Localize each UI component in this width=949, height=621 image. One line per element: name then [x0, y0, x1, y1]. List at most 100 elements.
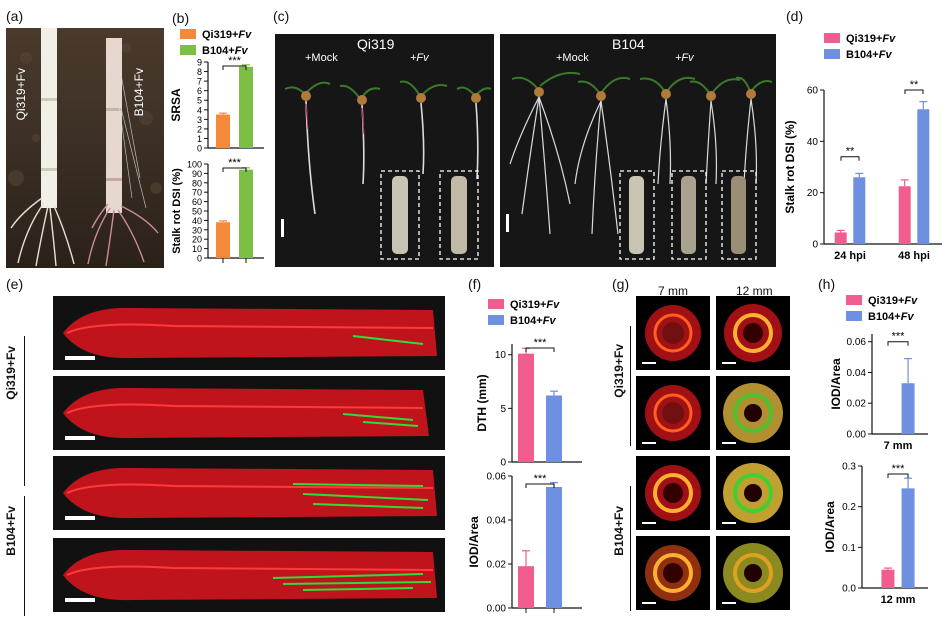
significance-bracket	[904, 89, 924, 94]
y-tick-label: 0.2	[842, 502, 856, 513]
x-tick-label: 7 mm	[884, 440, 913, 452]
panel-label-g: (g)	[612, 276, 630, 292]
bar	[834, 232, 847, 244]
panel-label-e: (e)	[6, 276, 24, 292]
bar	[239, 66, 253, 148]
y-tick-label: 0.06	[847, 337, 867, 348]
panel-label-c: (c)	[273, 8, 290, 24]
xsec-r3c2	[716, 456, 790, 530]
panel-label-h: (h)	[818, 276, 836, 292]
significance-label: ***	[228, 55, 242, 67]
fluor-image-4	[53, 538, 445, 612]
bar	[546, 395, 562, 462]
fv-label-qi319: +Fv	[410, 52, 429, 64]
bar	[901, 383, 915, 434]
bar	[518, 566, 534, 608]
y-tick-label: 0.02	[847, 399, 867, 410]
y-axis-label: Stalk rot DSI (%)	[783, 120, 797, 213]
group-label-b104: B104+Fv	[4, 506, 18, 556]
y-tick-label: 7	[197, 77, 202, 87]
y-tick-label: 60	[807, 86, 819, 97]
seedling-title-b104: B104	[612, 36, 645, 52]
fluor-image-3	[53, 456, 445, 530]
legend-swatch	[824, 49, 840, 59]
g-col-7mm: 7 mm	[658, 284, 688, 298]
panel-e-group-labels: Qi319+Fv B104+Fv	[4, 296, 52, 616]
y-axis-label: Stalk rot DSI (%)	[171, 168, 183, 254]
y-axis-label: SRSA	[169, 88, 183, 122]
y-tick-label: 100	[187, 160, 202, 170]
y-axis-label: IOD/Area	[829, 358, 843, 410]
chart-f-top: 0 5 10 DTH (mm) Qi319+Fv B104+Fv ***	[475, 299, 582, 467]
y-tick-label: 0	[500, 458, 506, 467]
xsec-r1c2	[716, 296, 790, 370]
y-tick-label: 0	[812, 240, 818, 251]
y-tick-label: 10	[495, 350, 507, 361]
significance-label: ***	[892, 463, 906, 475]
legend-label: B104+Fv	[846, 49, 892, 61]
legend-swatch	[180, 45, 196, 55]
g-col-12mm: 12 mm	[736, 284, 773, 298]
sample-label-left: Qi319+Fv	[14, 68, 28, 121]
seedling-photo-qi319: Qi319 +Mock +Fv	[275, 34, 494, 267]
legend-swatch	[846, 311, 862, 321]
chart-h-bottom: 0.0 0.1 0.2 0.3 IOD/Area *** 12 mm	[823, 462, 928, 606]
bar	[917, 109, 930, 244]
bar	[216, 222, 230, 258]
y-axis-label: IOD/Area	[467, 516, 481, 568]
y-tick-label: 5	[197, 96, 202, 106]
panel-label-f: (f)	[468, 276, 482, 292]
fv-label-b104: +Fv	[675, 52, 694, 64]
y-tick-label: 70	[192, 188, 202, 198]
sample-label-right: B104+Fv	[132, 68, 146, 117]
y-tick-label: 9	[197, 58, 202, 68]
y-tick-label: 0	[197, 254, 202, 264]
significance-label: ***	[228, 157, 242, 169]
legend-swatch	[180, 29, 196, 39]
legend-label: Qi319+Fv	[510, 299, 560, 311]
xsec-r1c1	[636, 296, 710, 370]
seedling-title-qi319: Qi319	[357, 36, 395, 52]
y-tick-label: 10	[192, 244, 202, 254]
y-tick-label: 0.02	[487, 560, 507, 571]
legend-label: B104+Fv	[202, 45, 248, 57]
y-axis-label: IOD/Area	[823, 501, 837, 553]
panel-g: 7 mm 12 mm Qi319+Fv B104+Fv	[612, 284, 820, 614]
y-tick-label: 20	[192, 235, 202, 245]
significance-label: **	[846, 146, 855, 158]
chart-h-top: 0.00 0.02 0.04 0.06 IOD/Area Qi319+Fv B104+Fv *…	[829, 295, 928, 452]
fluor-image-2	[53, 376, 445, 450]
y-tick-label: 60	[192, 197, 202, 207]
bar	[216, 114, 230, 148]
mock-label-qi319: +Mock	[305, 52, 338, 64]
y-tick-label: 80	[192, 178, 202, 188]
bar	[901, 488, 915, 588]
bar	[898, 186, 911, 244]
y-tick-label: 50	[192, 207, 202, 217]
bar	[546, 487, 562, 608]
panel-label-b: (b)	[172, 10, 190, 26]
chart-d: 0 20 40 60 Stalk rot DSI (%) Qi319+Fv B104+Fv *…	[783, 33, 942, 262]
y-tick-label: 40	[807, 137, 819, 148]
y-tick-label: 8	[197, 67, 202, 77]
legend-label: Qi319+Fv	[202, 29, 252, 41]
panel-label-d: (d)	[786, 8, 804, 24]
y-tick-label: 0.0	[842, 584, 856, 595]
y-tick-label: 1	[197, 134, 202, 144]
bar	[239, 169, 253, 258]
seedling-photo-b104: B104 +Mock +Fv	[500, 34, 776, 267]
significance-label: **	[910, 79, 919, 91]
x-tick-label: 24 hpi	[834, 250, 866, 262]
significance-bracket	[525, 483, 555, 488]
y-tick-label: 30	[192, 225, 202, 235]
group-label-qi319: Qi319+Fv	[4, 346, 18, 400]
y-tick-label: 0.3	[842, 462, 856, 473]
significance-bracket	[887, 341, 909, 346]
significance-bracket	[887, 473, 909, 478]
y-tick-label: 4	[197, 105, 202, 115]
xsec-r3c1	[636, 456, 710, 530]
mock-label-b104: +Mock	[556, 52, 589, 64]
legend-swatch	[488, 315, 504, 325]
